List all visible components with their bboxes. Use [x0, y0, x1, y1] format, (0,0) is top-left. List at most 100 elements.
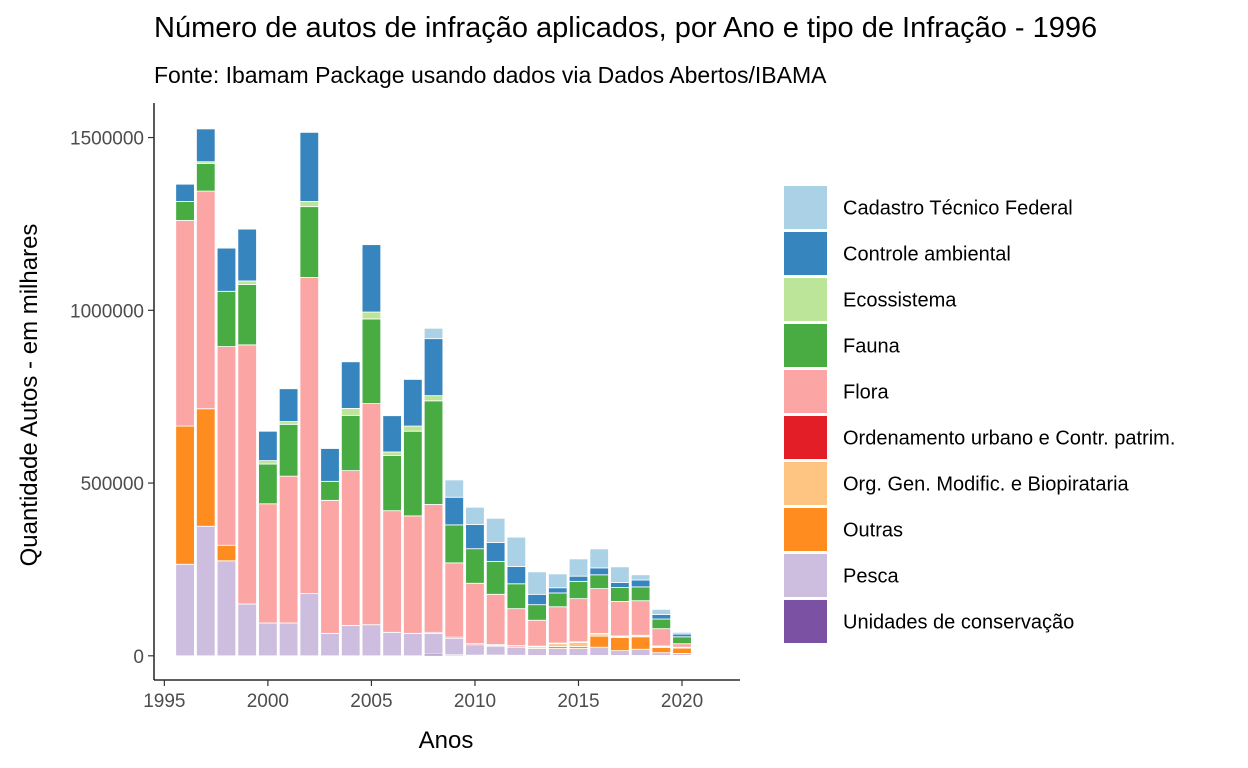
bar-segment	[423, 395, 444, 402]
bar-segment	[237, 280, 257, 285]
bar-segment	[444, 524, 464, 564]
y-tick-label: 500000	[81, 474, 144, 495]
bar-segment	[693, 654, 713, 657]
bar-segment	[278, 423, 299, 477]
bar-segment	[382, 455, 402, 512]
bar-segment	[382, 451, 402, 456]
legend-key	[784, 600, 827, 643]
bar-segment	[423, 338, 444, 397]
y-tick-label: 0	[133, 647, 144, 668]
legend-label: Org. Gen. Modific. e Biopirataria	[843, 474, 1130, 496]
bar-segment	[196, 128, 216, 163]
bar-segment	[548, 606, 568, 644]
bar-segment	[651, 608, 672, 615]
legend-key	[784, 462, 827, 505]
bar-segment	[320, 499, 340, 634]
bar-segment	[485, 593, 506, 645]
chart-subtitle: Fonte: Ibamam Package usando dados via D…	[154, 62, 827, 88]
bar-segment	[258, 503, 278, 624]
bar-segment	[216, 290, 237, 347]
bar-segment	[610, 650, 630, 656]
bar-segment	[278, 622, 299, 657]
bar-segment	[423, 400, 444, 505]
bar-segment	[299, 206, 320, 278]
bar-segment	[485, 517, 506, 543]
bar-segment	[568, 580, 589, 600]
x-tick-label: 2005	[350, 691, 392, 712]
bar-segment	[299, 593, 320, 657]
bar-segment	[175, 201, 195, 221]
bar-segment	[361, 318, 382, 404]
bar-segment	[527, 571, 547, 595]
bar-segment	[403, 430, 423, 517]
bar-segment	[175, 425, 195, 565]
bar-segment	[610, 637, 630, 652]
legend: Cadastro Técnico Federal Controle ambient…	[784, 186, 1175, 643]
bar-segment	[237, 283, 257, 346]
bar-segment	[216, 544, 237, 562]
bar-segment	[630, 636, 651, 650]
bar-segment	[506, 536, 527, 567]
bar-segment	[589, 588, 609, 634]
chart-title: Número de autos de infração aplicados, p…	[154, 12, 1098, 44]
bar-segment	[423, 504, 444, 633]
bar-segment	[485, 561, 506, 595]
bar-segment	[651, 618, 672, 630]
legend-key	[784, 370, 827, 413]
bar-segment	[196, 525, 216, 657]
bar-segment	[258, 460, 278, 465]
y-tick-label: 1500000	[70, 129, 144, 150]
bar-segment	[403, 425, 423, 432]
bar-segment	[527, 604, 547, 621]
bar-segment	[485, 645, 506, 656]
bar-segment	[340, 625, 361, 657]
legend-key	[784, 232, 827, 275]
bar-segment	[340, 408, 361, 416]
bar-segment	[216, 560, 237, 657]
bar-segment	[465, 644, 485, 656]
legend-key	[784, 186, 827, 229]
bar-segment	[548, 592, 568, 608]
bar-segment	[175, 220, 195, 427]
bar-segment	[548, 573, 568, 589]
bar-segment	[548, 648, 568, 656]
bar-segment	[589, 574, 609, 590]
bar-segment	[651, 647, 672, 654]
bar-segment	[506, 566, 527, 585]
bar-segment	[589, 567, 609, 576]
x-tick-label: 2010	[454, 691, 496, 712]
bar-segment	[444, 562, 464, 638]
x-tick-label: 2015	[557, 691, 599, 712]
bar-segment	[403, 379, 423, 427]
bar-segment	[340, 414, 361, 472]
bar-segment	[320, 448, 340, 482]
bar-segment	[278, 475, 299, 624]
bar-segment	[196, 163, 216, 192]
bar-segment	[278, 421, 299, 425]
legend-label: Cadastro Técnico Federal	[843, 198, 1073, 220]
bar-segment	[299, 201, 320, 208]
legend-label: Controle ambiental	[843, 244, 1011, 266]
bar-segment	[527, 619, 547, 647]
bar-segment	[506, 646, 527, 656]
bar-segment	[651, 628, 672, 647]
bar-segment	[320, 632, 340, 657]
x-tick-label: 2020	[661, 691, 703, 712]
bar-segment	[237, 228, 257, 282]
bar-segment	[465, 524, 485, 550]
bar-segment	[548, 643, 568, 647]
bar-segment	[672, 631, 692, 635]
bar-segment	[444, 496, 464, 526]
y-axis-title: Quantidade Autos - em milhares	[16, 224, 43, 567]
bar-segment	[258, 430, 278, 462]
bar-segment	[672, 633, 692, 638]
bar-segment	[361, 311, 382, 320]
x-tick-label: 1995	[143, 691, 185, 712]
bar-segment	[630, 574, 651, 581]
legend-key	[784, 554, 827, 597]
bar-segment	[465, 506, 485, 525]
bar-segment	[403, 515, 423, 634]
bar-segment	[237, 344, 257, 605]
legend-key	[784, 508, 827, 551]
